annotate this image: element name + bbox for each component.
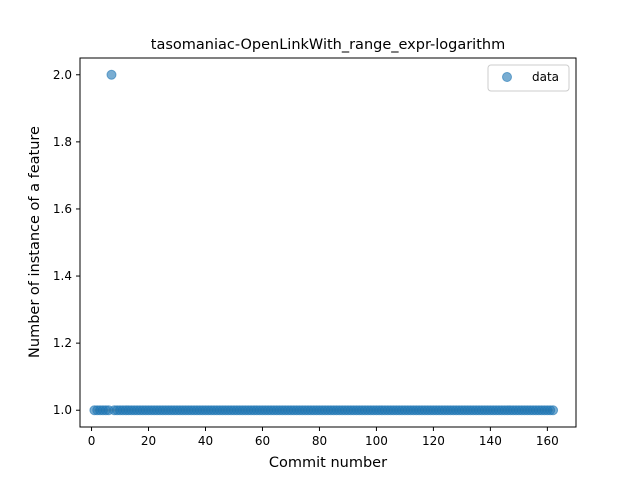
x-tick-label: 60	[255, 434, 270, 448]
y-tick-label: 1.6	[53, 202, 72, 216]
legend: data	[487, 64, 570, 92]
x-tick-label: 100	[365, 434, 388, 448]
y-tick-label: 1.2	[53, 336, 72, 350]
data-point	[548, 405, 559, 416]
legend-box	[487, 64, 570, 92]
x-axis-ticks: 0 20 40 60 80 100 120 140 160	[88, 427, 559, 448]
plot-area	[80, 58, 576, 427]
x-tick-label: 140	[479, 434, 502, 448]
data-point-outlier	[106, 69, 117, 80]
x-axis-label: Commit number	[269, 455, 387, 471]
y-tick-label: 1.8	[53, 135, 72, 149]
x-tick-label: 40	[198, 434, 213, 448]
y-tick-label: 1.4	[53, 269, 72, 283]
y-tick-label: 1.0	[53, 403, 72, 417]
x-tick-label: 120	[422, 434, 445, 448]
data-points-layer	[89, 69, 559, 416]
y-axis-ticks: 1.0 1.2 1.4 1.6 1.8 2.0	[53, 68, 80, 417]
legend-marker-data	[502, 72, 512, 82]
axes-frame	[79, 57, 577, 428]
chart-title: tasomaniac-OpenLinkWith_range_expr-logar…	[151, 37, 505, 53]
x-tick-label: 160	[536, 434, 559, 448]
x-tick-label: 80	[312, 434, 327, 448]
x-tick-label: 0	[88, 434, 96, 448]
x-tick-label: 20	[141, 434, 156, 448]
y-axis-label: Number of instance of a feature	[27, 126, 43, 358]
y-tick-label: 2.0	[53, 68, 72, 82]
legend-label-data: data	[532, 70, 559, 84]
